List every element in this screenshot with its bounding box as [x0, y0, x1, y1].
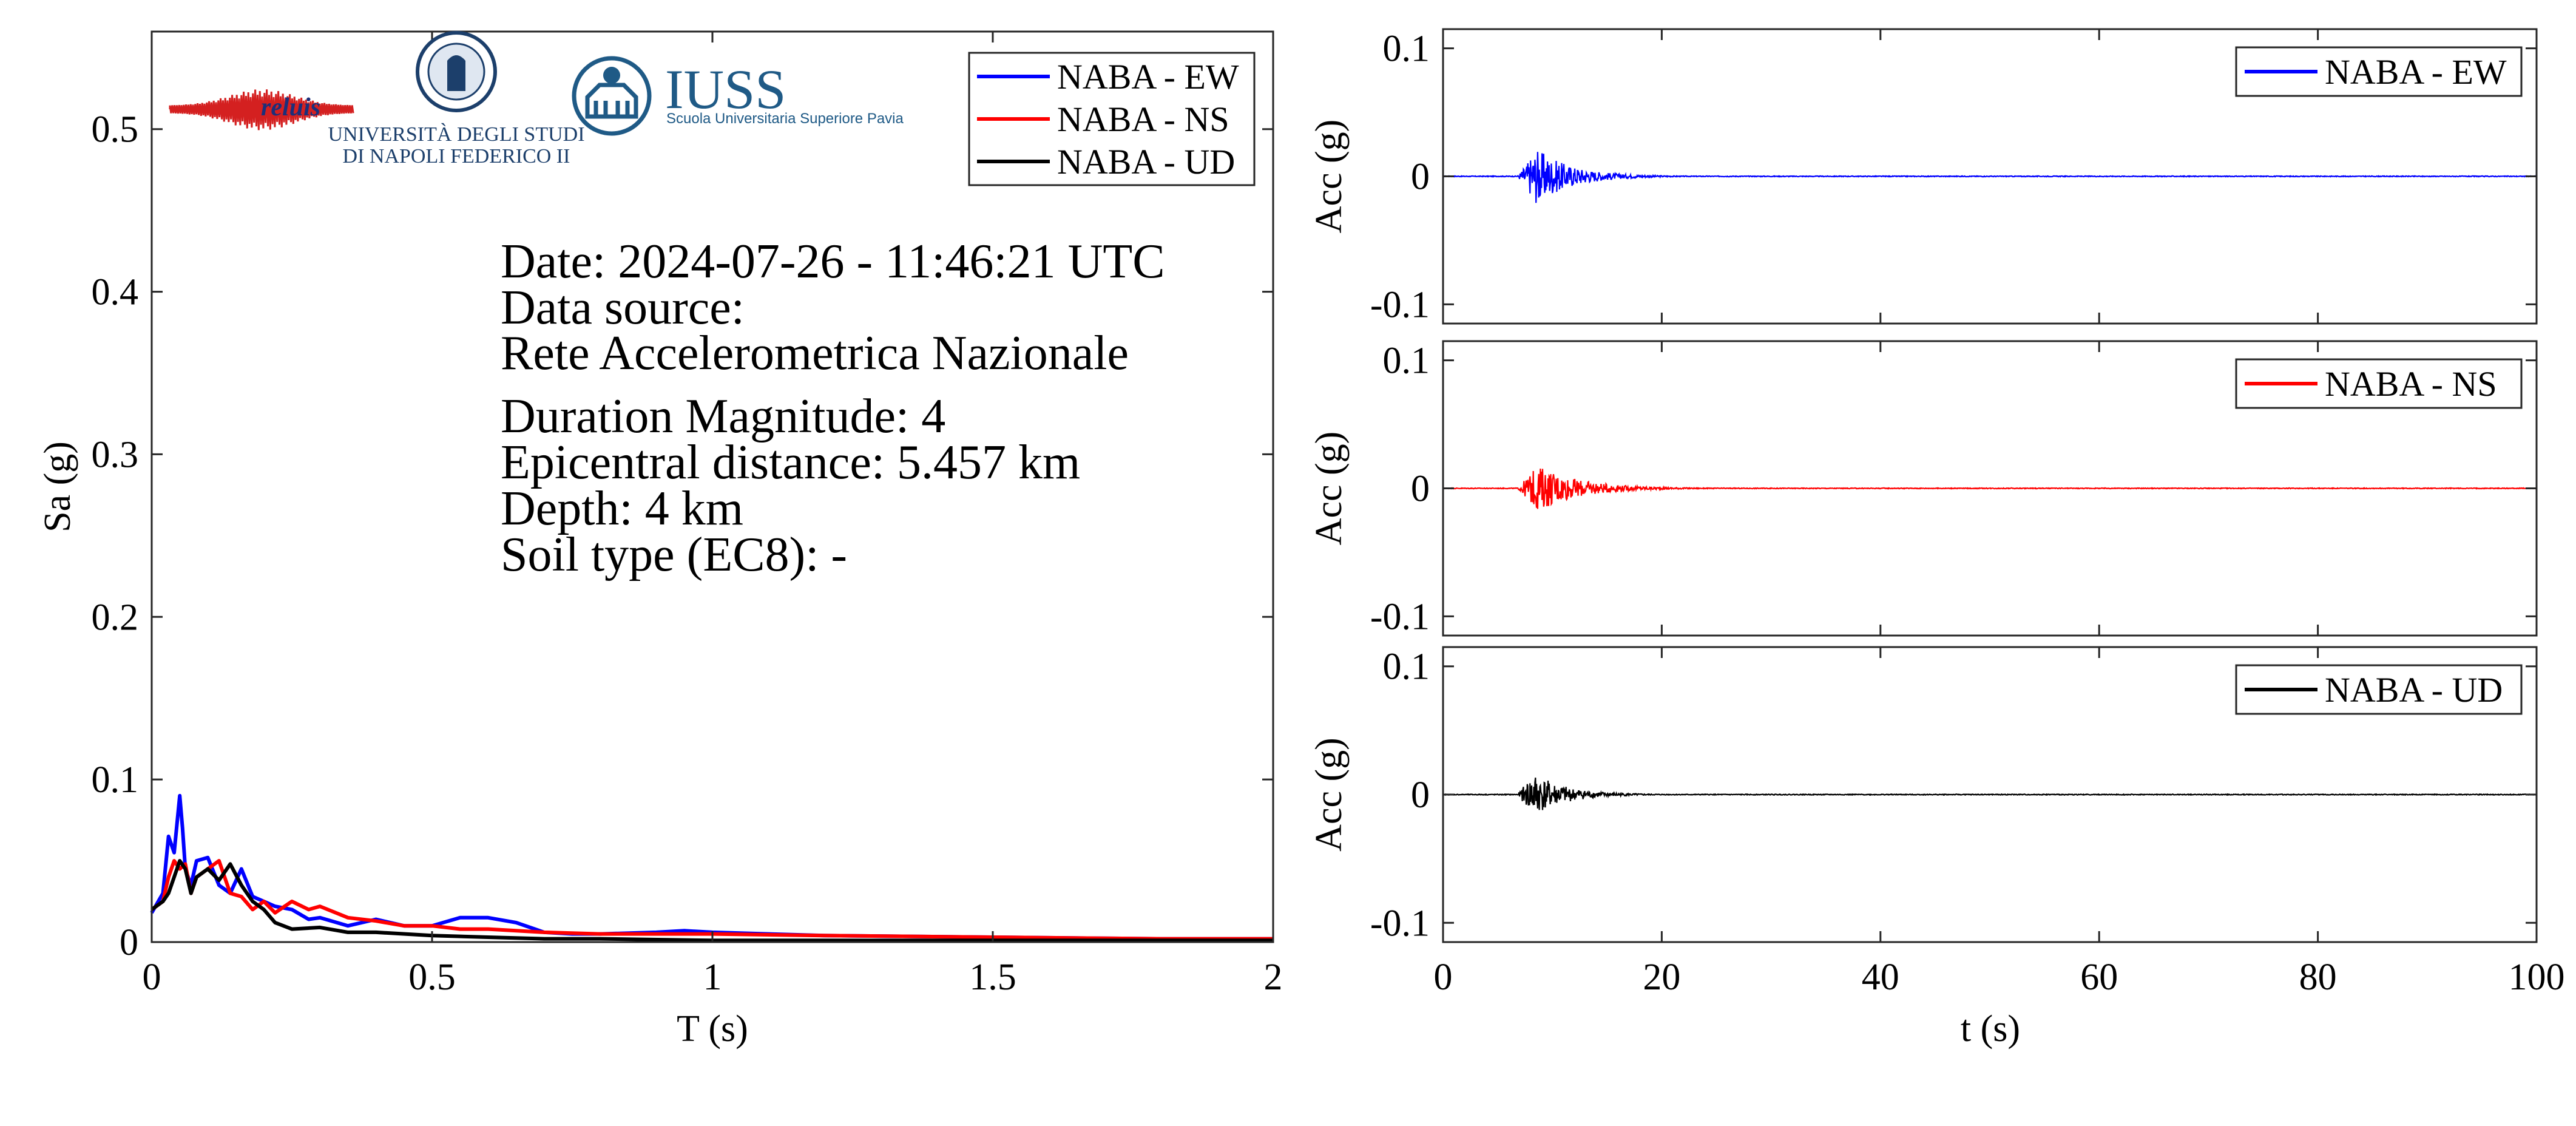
- acc-signal-1: [1442, 468, 2537, 509]
- acc-xtick-label: 40: [1862, 957, 1899, 998]
- acc-ytick-label: 0.1: [1383, 646, 1430, 688]
- acc-ytick-label: -0.1: [1370, 284, 1430, 325]
- spectrum-xtick-label: 0.5: [408, 957, 456, 998]
- event-info: Date: 2024-07-26 - 11:46:21 UTC Data sou…: [501, 235, 1165, 582]
- unina-logo-line1: UNIVERSITÀ DEGLI STUDI: [328, 123, 584, 146]
- acc-axes-ew: -0.1 0 0.1 Acc (g) NABA - EW: [1308, 28, 2538, 325]
- iuss-emblem-building-icon: [585, 83, 638, 119]
- acc-ylabel: Acc (g): [1308, 432, 1350, 546]
- acc-ytick-label: 0: [1411, 469, 1430, 510]
- acc-xlabel: t (s): [1961, 1008, 2020, 1050]
- acc-legend-label: NABA - NS: [2325, 364, 2497, 404]
- unina-logo-line2: DI NAPOLI FEDERICO II: [343, 145, 570, 168]
- legend-label-ns: NABA - NS: [1057, 100, 1229, 139]
- spectrum-axes: 0 0.5 1 1.5 2 0 0.1 0.2 0.3 0.4 0.5 T (s) Sa (g) r…: [37, 30, 1283, 1050]
- acc-ytick-label: 0: [1411, 775, 1430, 816]
- spectrum-ytick-label: 0.4: [92, 272, 139, 313]
- acc-xtick-label: 100: [2509, 957, 2565, 998]
- spectrum-ytick-label: 0.3: [92, 434, 139, 475]
- spectrum-xlabel: T (s): [677, 1008, 748, 1050]
- spectrum-ticks: 0 0.5 1 1.5 2 0 0.1 0.2 0.3 0.4 0.5: [92, 32, 1283, 998]
- acc-legend-label: NABA - UD: [2325, 670, 2503, 710]
- spectrum-ytick-label: 0.1: [92, 759, 139, 801]
- acc-legend-2[interactable]: NABA - UD: [2235, 664, 2523, 715]
- acc-ytick-label: -0.1: [1370, 903, 1430, 944]
- info-soil-type: Soil type (EC8): -: [501, 528, 847, 582]
- acc-legend-1[interactable]: NABA - NS: [2235, 358, 2523, 409]
- iuss-logo-subtitle: Scuola Universitaria Superiore Pavia: [666, 110, 904, 127]
- acc-xtick-label: 80: [2299, 957, 2337, 998]
- info-depth: Depth: 4 km: [501, 482, 743, 535]
- spectrum-xtick-label: 0: [143, 957, 161, 998]
- legend-label-ew: NABA - EW: [1057, 57, 1239, 97]
- legend-label-ud: NABA - UD: [1057, 142, 1235, 181]
- acc-ylabel: Acc (g): [1308, 738, 1350, 852]
- reluis-logo-text: reluis: [261, 93, 320, 121]
- unina-seal-icon: [416, 31, 497, 112]
- spectrum-ytick-label: 0.2: [92, 597, 139, 638]
- spectrum-ytick-label: 0.5: [92, 109, 139, 151]
- spectrum-ytick-label: 0: [120, 922, 138, 963]
- spectrum-xtick-label: 1: [703, 957, 722, 998]
- acc-signal-0: [1442, 152, 2537, 203]
- spectrum-xtick-label: 2: [1264, 957, 1283, 998]
- iuss-logo-text: IUSS: [665, 58, 786, 120]
- spectrum-ylabel: Sa (g): [37, 441, 78, 532]
- info-epicentral-distance: Epicentral distance: 5.457 km: [501, 436, 1080, 489]
- acc-legend-0[interactable]: NABA - EW: [2235, 46, 2523, 97]
- acc-ytick-label: -0.1: [1370, 596, 1430, 637]
- iuss-emblem-icon: [572, 56, 652, 136]
- spectrum-series-group: [150, 793, 1273, 943]
- acc-signal-2: [1442, 777, 2537, 810]
- acc-ytick-label: 0.1: [1383, 341, 1430, 382]
- reluis-logo: reluis: [169, 89, 354, 131]
- acc-ylabel: Acc (g): [1308, 120, 1350, 234]
- acc-xtick-label: 0: [1434, 957, 1453, 998]
- spectrum-xtick-label: 1.5: [969, 957, 1016, 998]
- spectrum-series-2: [150, 859, 1273, 943]
- acc-xtick-label: 20: [1643, 957, 1680, 998]
- iuss-emblem-dome-icon: [603, 67, 620, 84]
- info-date: Date: 2024-07-26 - 11:46:21 UTC: [501, 235, 1165, 288]
- iuss-logo: IUSS Scuola Universitaria Superiore Pavi…: [572, 56, 904, 136]
- acc-ytick-label: 0.1: [1383, 29, 1430, 70]
- info-data-source: Rete Accelerometrica Nazionale: [501, 327, 1129, 380]
- info-magnitude: Duration Magnitude: 4: [501, 390, 945, 443]
- spectrum-legend[interactable]: NABA - EW NABA - NS NABA - UD: [968, 52, 1256, 186]
- acc-xtick-label: 60: [2080, 957, 2118, 998]
- acc-axes-ns: -0.1 0 0.1 Acc (g) NABA - NS: [1308, 340, 2538, 637]
- info-data-source-label: Data source:: [501, 281, 745, 334]
- unina-logo: UNIVERSITÀ DEGLI STUDI DI NAPOLI FEDERIC…: [328, 31, 585, 168]
- spectrum-series-0: [150, 793, 1273, 941]
- unina-seal-figure-icon: [447, 55, 465, 91]
- acc-ytick-label: 0: [1411, 157, 1430, 198]
- acc-legend-label: NABA - EW: [2325, 52, 2507, 92]
- reluis-waveform-icon: [169, 89, 354, 131]
